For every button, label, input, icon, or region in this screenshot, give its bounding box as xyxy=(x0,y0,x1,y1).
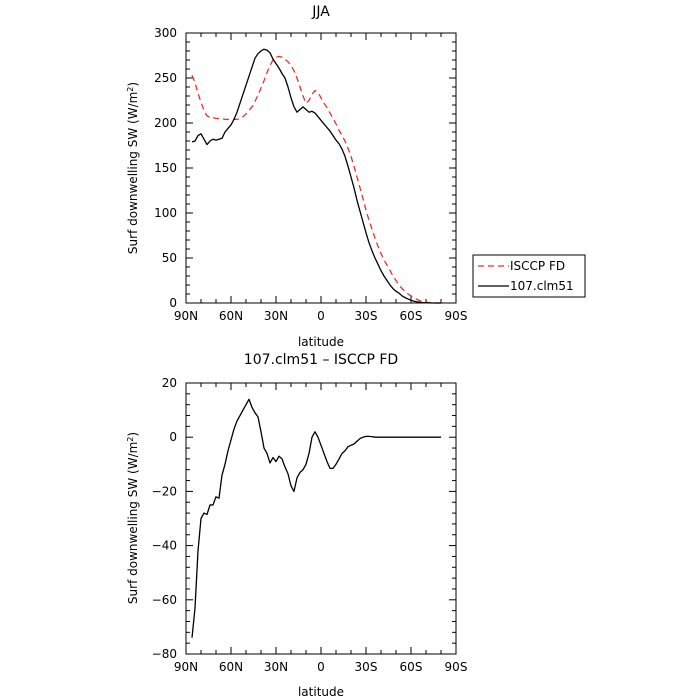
series-line-isccp-fd xyxy=(191,55,441,304)
y-tick-label: 20 xyxy=(162,376,177,390)
y-tick-label: 50 xyxy=(162,251,177,265)
y-tick-label: 150 xyxy=(154,161,177,175)
series-line-107-clm51 xyxy=(191,48,441,304)
top-x-tick-labels: 90N 60N 30N 0 30S 60S 90S xyxy=(174,309,468,323)
x-tick-label: 0 xyxy=(317,660,325,674)
legend-label-clm51: 107.clm51 xyxy=(510,279,574,293)
y-tick-label: −80 xyxy=(152,647,177,661)
bottom-x-axis-title: latitude xyxy=(298,685,344,699)
top-y-axis-title-sup: 2 xyxy=(126,87,135,92)
top-plot-frame xyxy=(185,32,457,304)
bottom-y-axis-title-sup: 2 xyxy=(126,437,135,442)
series-line-difference-0 xyxy=(191,398,441,638)
top-y-axis-title-main: Surf downwelling SW (W/m xyxy=(126,92,140,254)
top-chart: JJA 90N 60N 30N 0 30S 60S 90S 0 50 100 150 200 250 3… xyxy=(126,4,586,349)
y-tick-label: 200 xyxy=(154,116,177,130)
bottom-plot-frame xyxy=(185,382,457,655)
bottom-y-tick-labels: −80 −60 −40 −20 0 20 xyxy=(152,376,177,661)
y-tick-label: 0 xyxy=(169,430,177,444)
x-tick-label: 90N xyxy=(174,660,198,674)
top-axis-ticks xyxy=(185,32,457,304)
legend: ISCCP FD 107.clm51 xyxy=(472,254,586,298)
y-tick-label: 300 xyxy=(154,26,177,40)
x-tick-label: 60S xyxy=(400,309,423,323)
legend-label-isccp: ISCCP FD xyxy=(510,259,565,273)
x-tick-label: 30N xyxy=(264,309,288,323)
bottom-y-axis-title-close: ) xyxy=(126,432,140,437)
y-tick-label: 0 xyxy=(169,296,177,310)
bottom-y-axis-title-main: Surf downwelling SW (W/m xyxy=(126,442,140,604)
x-tick-label: 30S xyxy=(355,660,378,674)
y-tick-label: −40 xyxy=(152,539,177,553)
x-tick-label: 60S xyxy=(400,660,423,674)
bottom-x-tick-labels: 90N 60N 30N 0 30S 60S 90S xyxy=(174,660,468,674)
bottom-y-axis-title: Surf downwelling SW (W/m2) xyxy=(126,432,141,604)
x-tick-label: 0 xyxy=(317,309,325,323)
x-tick-label: 60N xyxy=(219,660,243,674)
y-tick-label: −20 xyxy=(152,484,177,498)
top-y-axis-title: Surf downwelling SW (W/m2) xyxy=(126,82,141,254)
top-chart-title: JJA xyxy=(311,4,330,20)
top-series-group xyxy=(191,48,441,304)
y-tick-label: 100 xyxy=(154,206,177,220)
x-tick-label: 90S xyxy=(445,660,468,674)
x-tick-label: 30N xyxy=(264,660,288,674)
legend-box xyxy=(472,254,586,298)
bottom-chart: 107.clm51 – ISCCP FD 90N 60N 30N 0 30S 60S 90S… xyxy=(126,352,468,699)
bottom-axis-ticks xyxy=(185,382,457,655)
x-tick-label: 90S xyxy=(445,309,468,323)
bottom-series-group xyxy=(191,398,441,638)
x-tick-label: 30S xyxy=(355,309,378,323)
y-tick-label: 250 xyxy=(154,71,177,85)
x-tick-label: 60N xyxy=(219,309,243,323)
y-tick-label: −60 xyxy=(152,593,177,607)
top-y-tick-labels: 0 50 100 150 200 250 300 xyxy=(154,26,177,310)
top-y-axis-title-close: ) xyxy=(126,82,140,87)
top-x-axis-title: latitude xyxy=(298,335,344,349)
bottom-chart-title: 107.clm51 – ISCCP FD xyxy=(244,352,398,368)
x-tick-label: 90N xyxy=(174,309,198,323)
